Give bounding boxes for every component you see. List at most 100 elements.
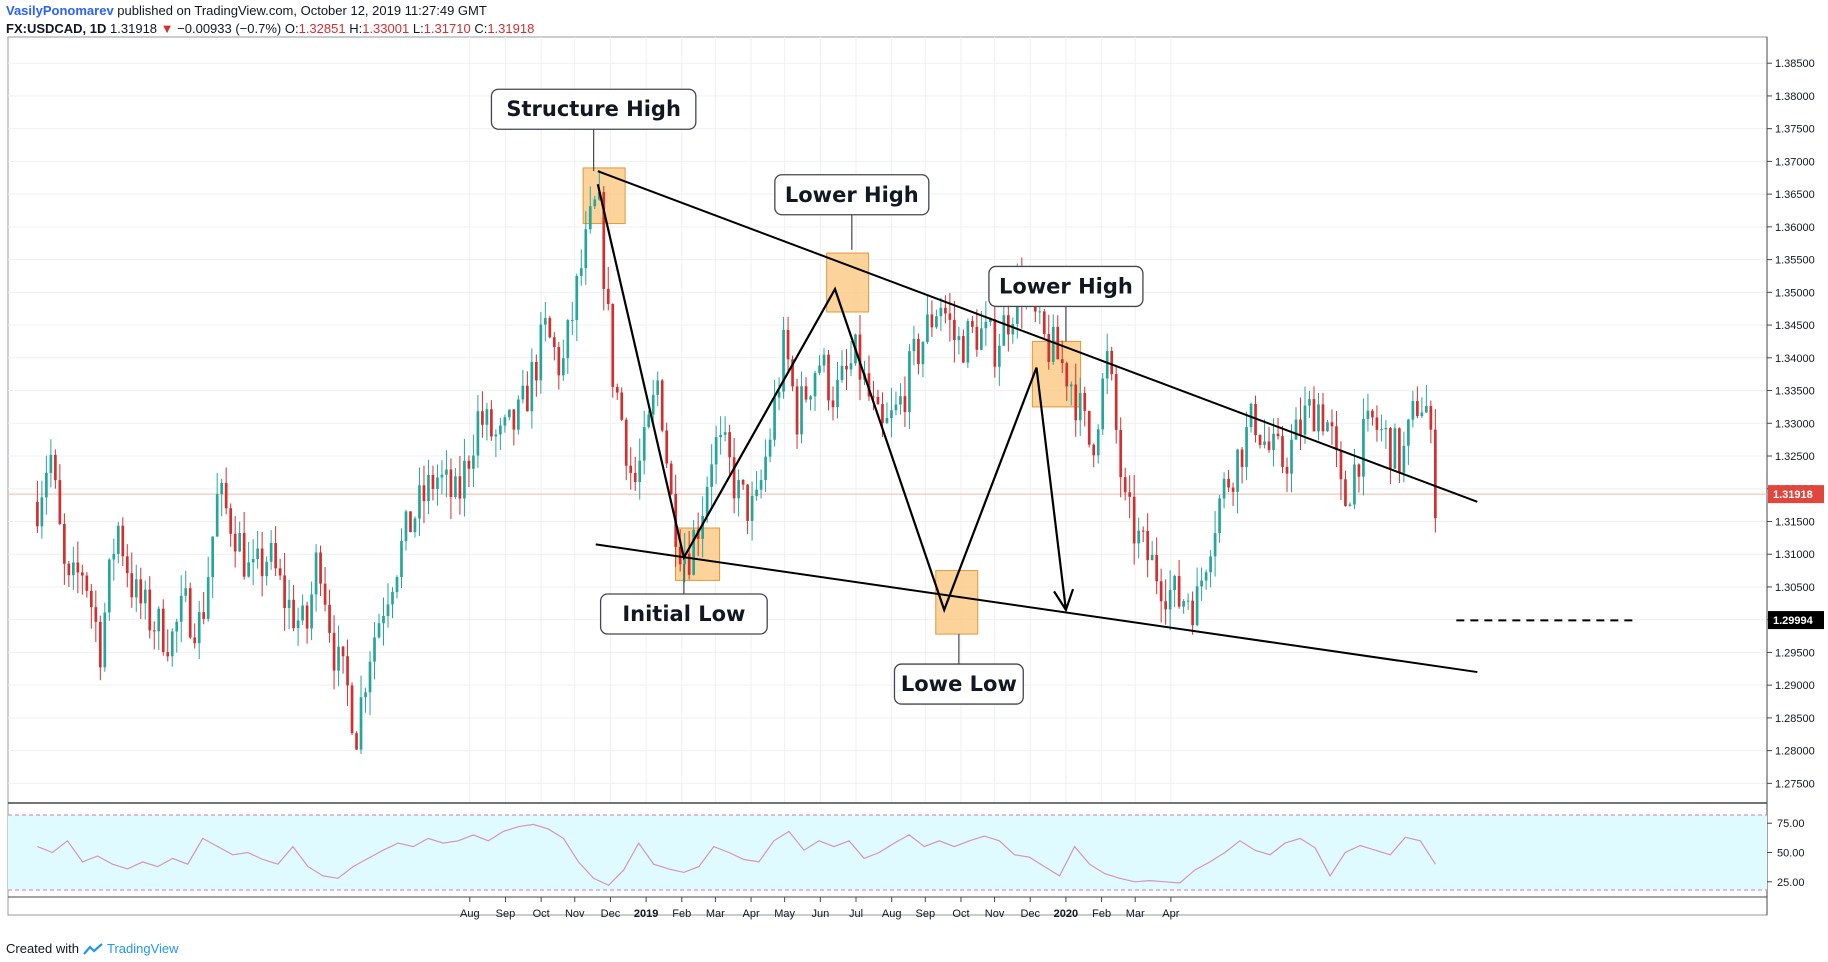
candle-body [197, 612, 201, 644]
candle-body [777, 391, 781, 398]
author-link[interactable]: VasilyPonomarev [6, 3, 114, 18]
candle-body [1200, 580, 1203, 587]
callout-initial-low[interactable]: Initial Low [599, 564, 768, 635]
callout-box[interactable] [599, 593, 768, 635]
candle-body [247, 562, 250, 577]
candle-body [840, 366, 844, 380]
candle-body [1011, 324, 1015, 335]
candle-body [242, 533, 246, 577]
candle-body [570, 320, 574, 322]
candle-body [1074, 384, 1078, 421]
candle-body [633, 472, 637, 482]
candle-body [67, 563, 71, 576]
callout-box[interactable] [774, 174, 930, 216]
candle-body [1308, 399, 1311, 406]
candle-body [629, 465, 633, 473]
candle-body [1416, 401, 1419, 417]
candle-body [89, 590, 93, 608]
callout-box[interactable] [490, 88, 697, 130]
callout-lower-high[interactable]: Lower High [774, 174, 930, 250]
candle-body [116, 525, 120, 554]
callout-structure-high[interactable]: Structure High [490, 88, 697, 172]
target-price-tag-bg [1768, 611, 1824, 630]
candle-body [211, 536, 215, 578]
price-tick-label: 1.35000 [1775, 287, 1815, 299]
candle-body [624, 419, 628, 466]
candle-body [800, 386, 803, 435]
candle-body [755, 489, 758, 496]
candle-body [161, 608, 165, 653]
candle-body [72, 562, 75, 576]
candle-body [193, 637, 197, 644]
candle-body [1420, 412, 1424, 417]
candle-body [1326, 422, 1329, 432]
candle-body [543, 318, 547, 325]
candle-body [382, 616, 385, 624]
candle-body [1249, 403, 1253, 428]
candle-body [224, 483, 228, 509]
symbol-label[interactable]: FX:USDCAD, 1D [6, 21, 107, 36]
candle-body [94, 607, 98, 622]
candle-body [804, 386, 808, 400]
candle-body [1114, 374, 1118, 430]
candle-body [1339, 450, 1343, 480]
candle-body [337, 646, 340, 671]
tradingview-brand[interactable]: TradingView [106, 941, 179, 956]
candle-body [615, 386, 619, 393]
candle-body [773, 397, 776, 440]
candle-body [1092, 444, 1096, 456]
candle-body [494, 434, 498, 437]
candle-body [588, 206, 592, 230]
callout-lowe-low[interactable]: Lowe Low [893, 634, 1024, 705]
candle-body [188, 588, 192, 638]
candle-body [63, 524, 66, 564]
candle-body [1299, 419, 1302, 435]
candle-body [1290, 439, 1293, 474]
candle-body [1366, 410, 1370, 419]
candle-body [85, 575, 89, 591]
candle-body [418, 485, 421, 519]
close-label: C: [474, 21, 488, 36]
price-tick-label: 1.34500 [1775, 320, 1815, 332]
candle-body [409, 511, 412, 533]
zone-box [826, 252, 870, 313]
candle-body [638, 460, 642, 482]
candle-body [517, 399, 520, 430]
time-tick-label: Nov [565, 908, 585, 920]
candle-body [818, 365, 821, 373]
candle-body [1060, 359, 1064, 364]
callout-lower-high[interactable]: Lower High [988, 265, 1144, 342]
candle-body [732, 457, 736, 499]
candle-body [534, 361, 538, 381]
candle-body [795, 386, 799, 435]
rsi-tick-label: 25.00 [1777, 877, 1805, 889]
candle-body [984, 321, 988, 329]
candle-body [1047, 333, 1051, 363]
candle-body [1371, 410, 1374, 418]
created-with-text: Created with [6, 941, 79, 956]
candle-body [606, 288, 610, 304]
candle-body [971, 321, 974, 327]
price-tick-label: 1.29000 [1775, 680, 1815, 692]
candle-body [899, 396, 902, 405]
time-tick-label: Dec [601, 908, 621, 920]
candle-body [1119, 429, 1123, 478]
callout-box[interactable] [893, 663, 1024, 705]
candle-body [1191, 600, 1194, 626]
candle-body [283, 575, 286, 609]
candle-body [813, 372, 817, 397]
candle-body [1146, 530, 1150, 561]
candle-body [1069, 384, 1073, 387]
candle-body [651, 394, 655, 415]
callout-box[interactable] [988, 265, 1144, 308]
time-tick-label: Oct [533, 908, 550, 920]
candle-body [157, 608, 161, 632]
candle-body [350, 685, 354, 734]
high-value: 1.33001 [362, 21, 410, 36]
candle-body [602, 192, 606, 289]
candle-body [939, 307, 943, 317]
candle-body [665, 430, 669, 464]
candle-body [966, 321, 970, 363]
candle-body [58, 480, 62, 525]
